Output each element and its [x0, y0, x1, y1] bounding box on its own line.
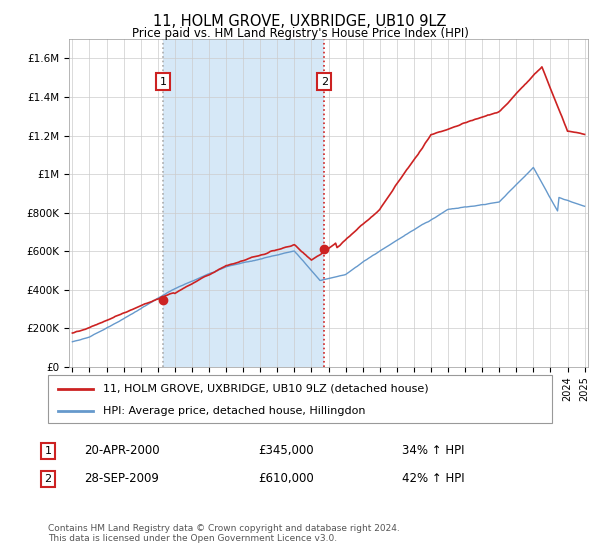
Text: £610,000: £610,000	[258, 472, 314, 486]
Text: £345,000: £345,000	[258, 444, 314, 458]
Bar	[163, 39, 324, 367]
Text: 11, HOLM GROVE, UXBRIDGE, UB10 9LZ: 11, HOLM GROVE, UXBRIDGE, UB10 9LZ	[153, 14, 447, 29]
Text: 42% ↑ HPI: 42% ↑ HPI	[402, 472, 464, 486]
Text: 2: 2	[320, 77, 328, 87]
Text: 2: 2	[44, 474, 52, 484]
Text: HPI: Average price, detached house, Hillingdon: HPI: Average price, detached house, Hill…	[103, 406, 366, 416]
Text: 28-SEP-2009: 28-SEP-2009	[84, 472, 159, 486]
FancyBboxPatch shape	[48, 375, 552, 423]
Text: 20-APR-2000: 20-APR-2000	[84, 444, 160, 458]
Text: Price paid vs. HM Land Registry's House Price Index (HPI): Price paid vs. HM Land Registry's House …	[131, 27, 469, 40]
Text: 1: 1	[160, 77, 166, 87]
Text: 11, HOLM GROVE, UXBRIDGE, UB10 9LZ (detached house): 11, HOLM GROVE, UXBRIDGE, UB10 9LZ (deta…	[103, 384, 429, 394]
Text: 1: 1	[44, 446, 52, 456]
Text: Contains HM Land Registry data © Crown copyright and database right 2024.
This d: Contains HM Land Registry data © Crown c…	[48, 524, 400, 543]
Text: 34% ↑ HPI: 34% ↑ HPI	[402, 444, 464, 458]
